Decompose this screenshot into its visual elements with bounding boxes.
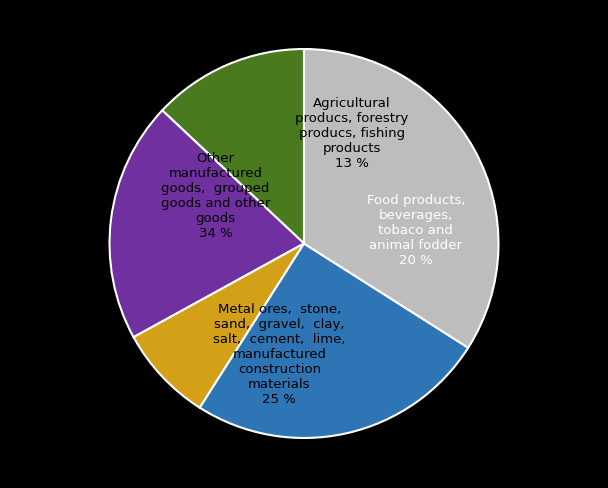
Wedge shape [162, 50, 304, 244]
Text: Metal ores,  stone,
sand,  gravel,  clay,
salt,  cement,  lime,
manufactured
con: Metal ores, stone, sand, gravel, clay, s… [213, 303, 345, 405]
Wedge shape [200, 244, 468, 438]
Text: Food products,
beverages,
tobaco and
animal fodder
20 %: Food products, beverages, tobaco and ani… [367, 193, 465, 266]
Text: Agricultural
producs, forestry
producs, fishing
products
13 %: Agricultural producs, forestry producs, … [295, 97, 409, 170]
Wedge shape [109, 111, 304, 338]
Wedge shape [134, 244, 304, 408]
Text: Other
manufactured
goods,  grouped
goods and other
goods
34 %: Other manufactured goods, grouped goods … [161, 151, 270, 239]
Wedge shape [304, 50, 499, 348]
